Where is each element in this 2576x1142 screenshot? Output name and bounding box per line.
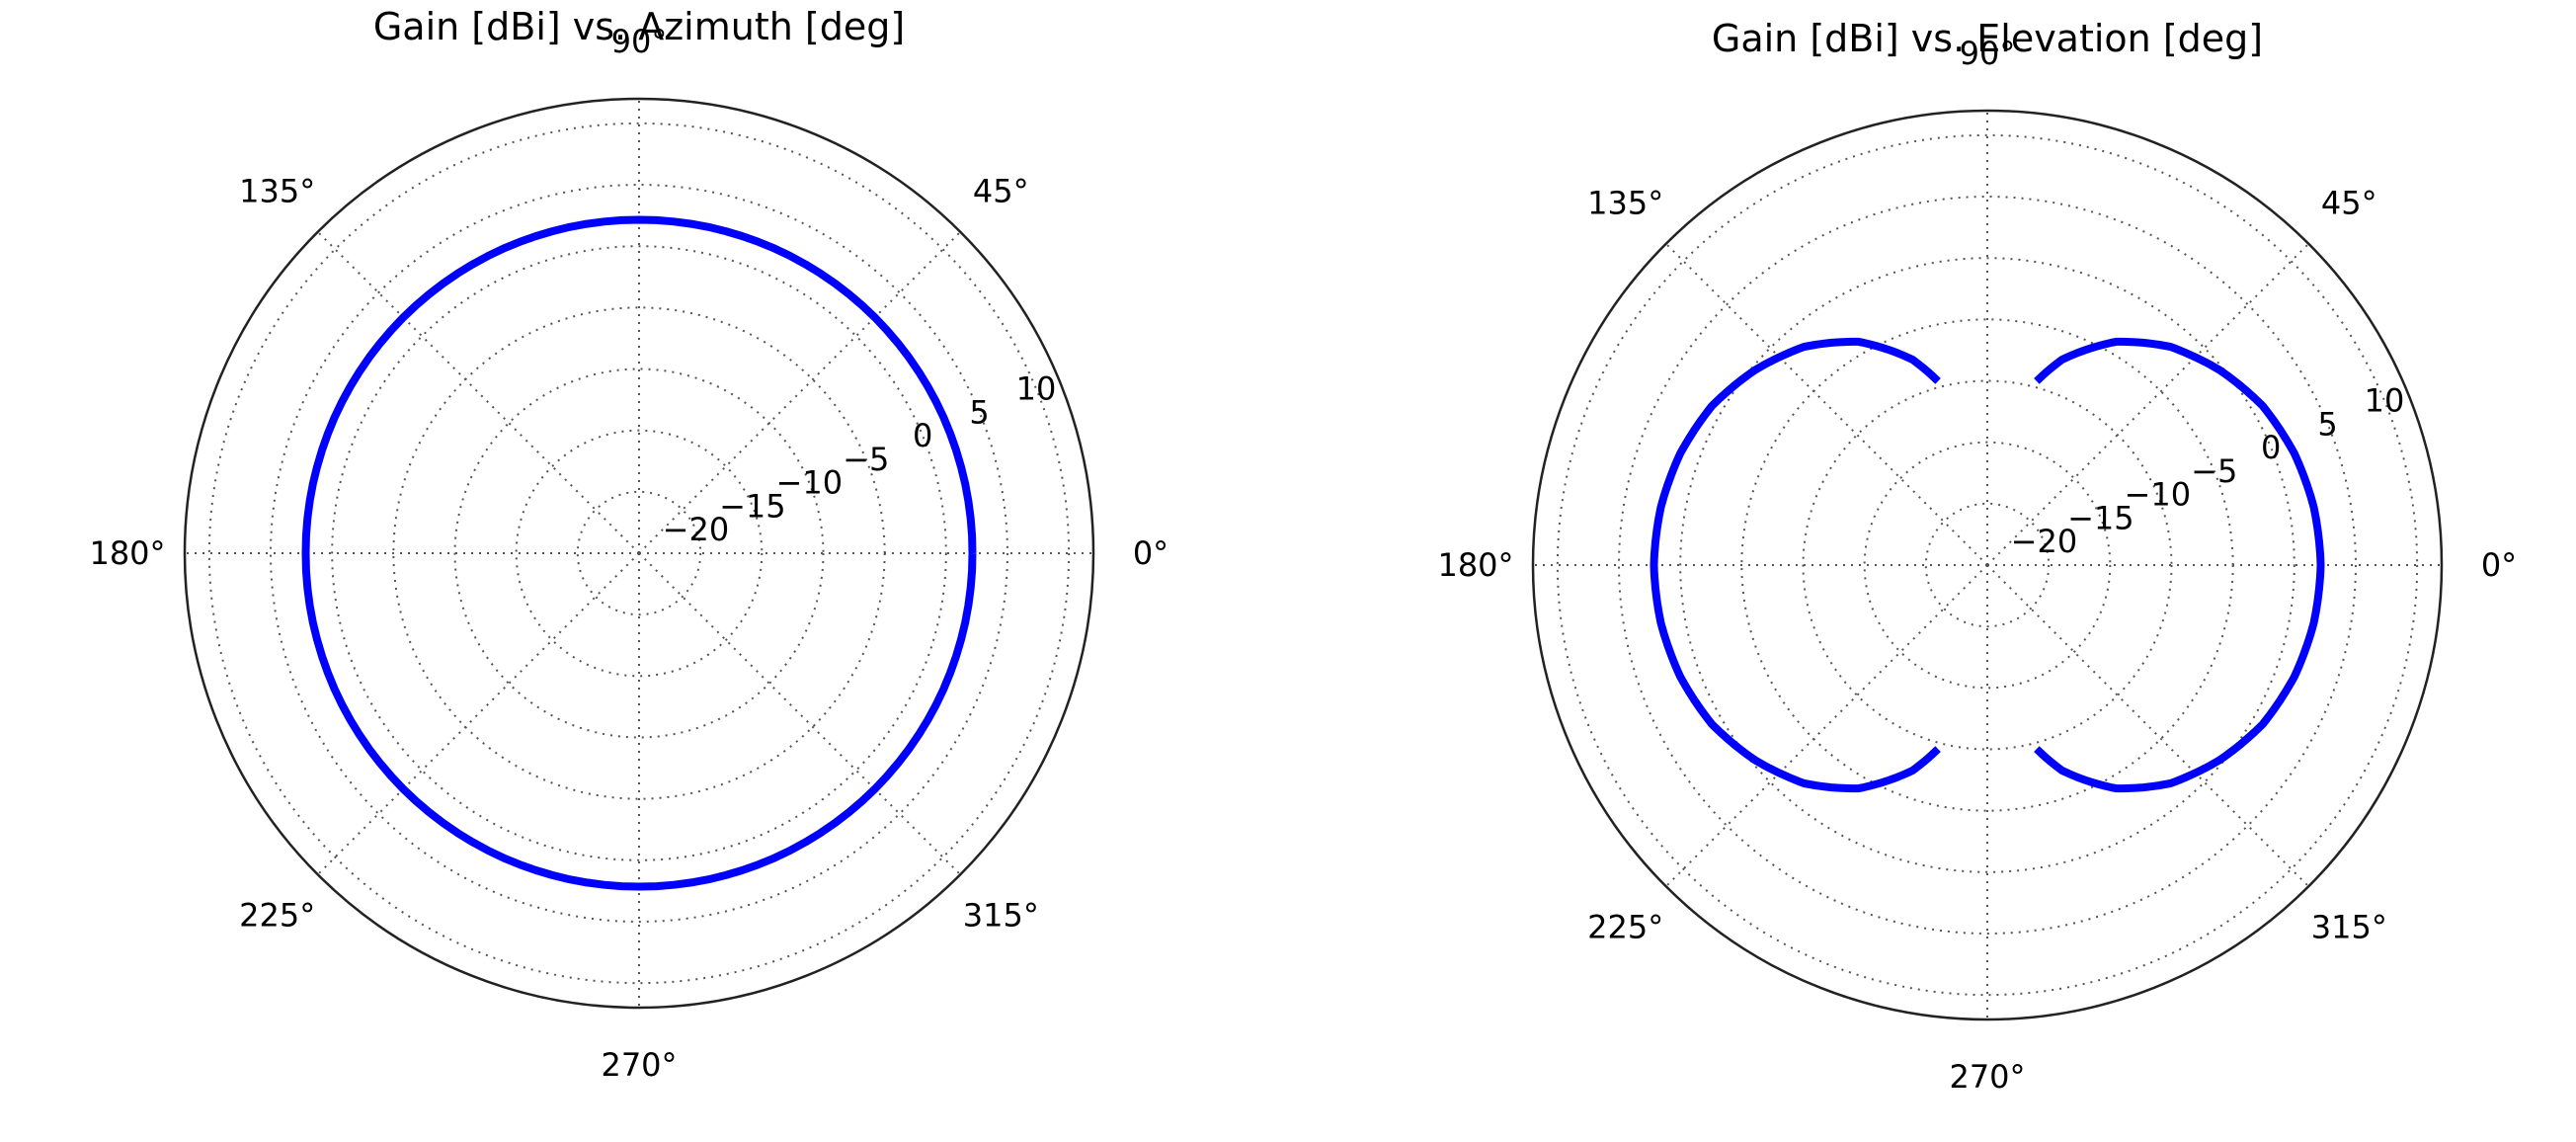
azimuth-radial-gridline <box>331 245 947 861</box>
elevation-chart-title: Gain [dBi] vs. Elevation [deg] <box>1712 17 2263 60</box>
azimuth-angle-tick-label: 270° <box>601 1046 677 1084</box>
azimuth-radial-tick-label: 0 <box>913 417 932 454</box>
elevation-radial-gridline <box>1618 196 2357 935</box>
elevation-angle-tick-label: 180° <box>1437 546 1513 584</box>
azimuth-angular-gridline <box>638 231 961 554</box>
elevation-outer-frame <box>1531 109 2444 1021</box>
elevation-gain-series-0 <box>2034 337 2325 793</box>
azimuth-angle-tick-label: 315° <box>963 896 1039 934</box>
azimuth-radial-gridline <box>270 184 1008 923</box>
azimuth-angular-gridline <box>317 552 640 875</box>
elevation-angle-tick-label: 270° <box>1949 1058 2025 1096</box>
azimuth-polar-plot: 0° 45° 90° 135° 180° 225° 270° 315° −20−15−10−5 0… <box>89 5 1168 1084</box>
elevation-radial-tick-label: 5 <box>2317 405 2337 443</box>
elevation-gain-series-1 <box>1650 337 1941 793</box>
azimuth-angle-tick-label: 135° <box>239 173 315 210</box>
azimuth-radial-gridline <box>576 490 702 616</box>
azimuth-radial-tick-label: −10 <box>776 464 844 502</box>
azimuth-radial-tick-label: −15 <box>719 487 786 525</box>
azimuth-angle-tick-label: 45° <box>973 173 1029 210</box>
azimuth-radial-gridline <box>453 367 825 739</box>
elevation-angle-tick-label: 45° <box>2321 185 2377 222</box>
azimuth-radial-tick-label: −5 <box>843 441 889 478</box>
azimuth-outer-frame <box>183 97 1095 1010</box>
elevation-radial-tick-label: −20 <box>2011 523 2078 560</box>
elevation-radial-tick-label: −5 <box>2191 452 2237 490</box>
elevation-radial-gridline <box>1802 379 2173 751</box>
azimuth-angle-tick-label: 180° <box>89 534 165 572</box>
elevation-radial-gridline <box>1863 441 2112 690</box>
elevation-radial-gridline <box>1679 257 2295 873</box>
elevation-radial-tick-label: 10 <box>2365 381 2405 419</box>
azimuth-radial-tick-label: −20 <box>663 511 730 548</box>
azimuth-angle-tick-label: 0° <box>1133 534 1168 572</box>
elevation-radial-gridline <box>1556 133 2419 997</box>
azimuth-radial-tick-label: 10 <box>1016 369 1057 407</box>
elevation-angle-tick-label: 315° <box>2311 908 2387 945</box>
elevation-radial-tick-label: −10 <box>2125 476 2192 514</box>
elevation-angle-tick-label: 225° <box>1587 908 1663 945</box>
azimuth-gain-series-0 <box>301 215 977 891</box>
azimuth-angle-tick-label: 225° <box>239 896 315 934</box>
azimuth-radial-gridline <box>207 122 1071 985</box>
elevation-radial-tick-label: 0 <box>2261 429 2281 466</box>
elevation-angle-tick-label: 0° <box>2481 546 2517 584</box>
azimuth-angular-gridline <box>638 552 961 875</box>
azimuth-angular-gridline <box>317 231 640 554</box>
elevation-radial-gridline <box>1924 502 2051 628</box>
azimuth-radial-tick-label: 5 <box>969 393 989 431</box>
azimuth-chart-title: Gain [dBi] vs. Azimuth [deg] <box>373 5 905 48</box>
azimuth-radial-gridline <box>515 429 764 678</box>
elevation-angle-tick-label: 90° <box>1960 35 2016 72</box>
azimuth-angle-tick-label: 90° <box>611 23 668 60</box>
elevation-angle-tick-label: 135° <box>1587 185 1663 222</box>
elevation-polar-plot: 0° 45° 90° 135° 180° 225° 270° 315° −20−15−10−5 0… <box>1437 17 2517 1096</box>
elevation-radial-tick-label: −15 <box>2067 499 2134 536</box>
